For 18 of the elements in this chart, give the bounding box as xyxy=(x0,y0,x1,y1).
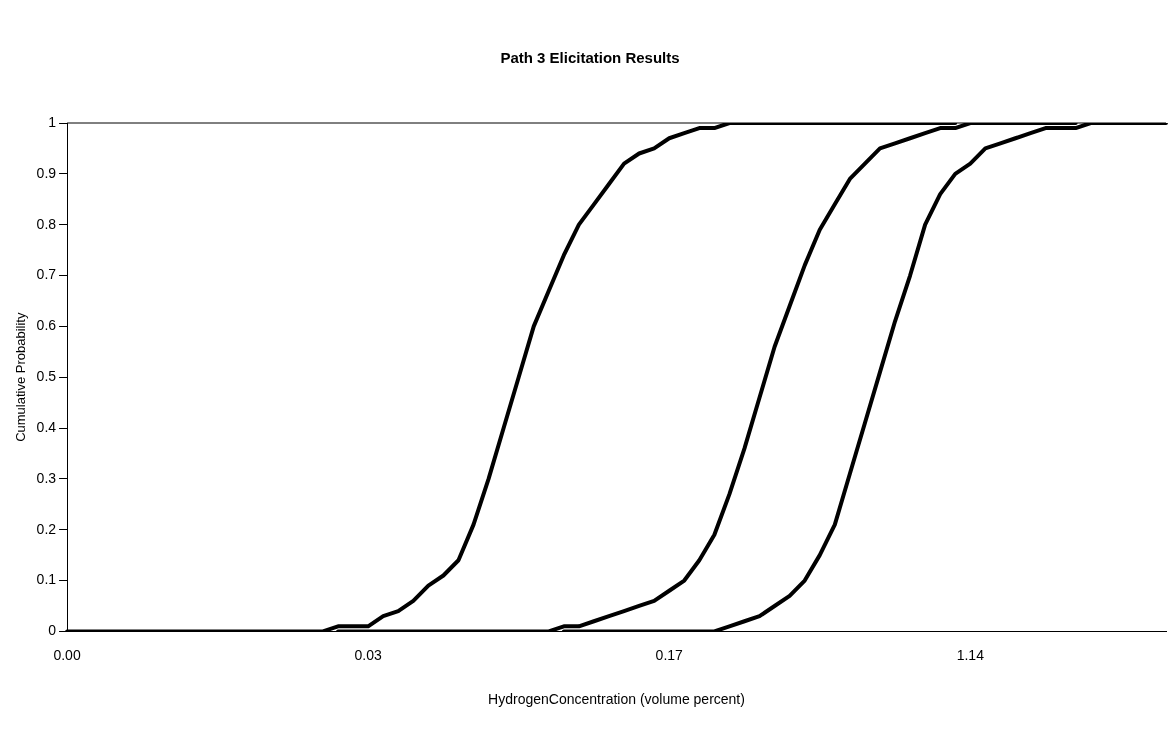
y-tick-label: 0.9 xyxy=(36,164,57,181)
y-tick-label: 0.6 xyxy=(36,317,57,334)
x-tick-label: 1.14 xyxy=(956,646,985,663)
y-tick-label: 0.3 xyxy=(36,469,57,486)
y-tick-label: 0.5 xyxy=(36,368,57,385)
y-tick-label: 0 xyxy=(48,622,57,639)
y-tick-label: 0.1 xyxy=(36,571,57,588)
x-axis-title: HydrogenConcentration (volume percent) xyxy=(488,691,745,708)
y-tick-label: 0.7 xyxy=(36,266,57,283)
y-tick-label: 1 xyxy=(48,113,57,130)
y-axis-title: Cumulative Probability xyxy=(13,312,29,442)
chart-title: Path 3 Elicitation Results xyxy=(500,49,680,67)
x-tick-label: 0.03 xyxy=(354,646,382,663)
x-tick-label: 0.00 xyxy=(53,646,81,663)
y-tick-label: 0.8 xyxy=(36,215,57,232)
y-tick-label: 0.2 xyxy=(36,520,57,537)
y-tick-label: 0.4 xyxy=(36,418,57,435)
x-tick-label: 0.17 xyxy=(655,646,684,663)
